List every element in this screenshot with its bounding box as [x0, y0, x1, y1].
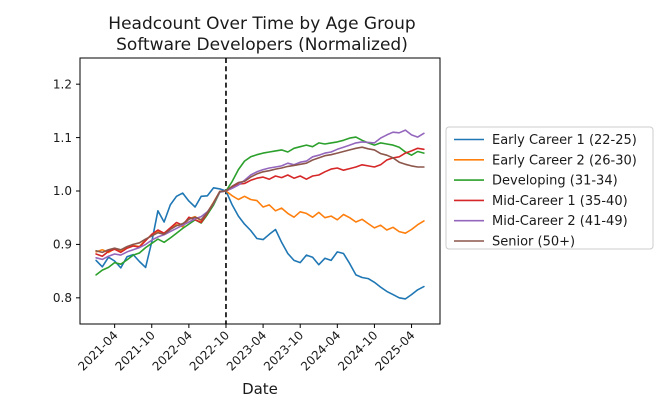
- legend-label: Mid-Career 1 (35-40): [492, 194, 628, 209]
- legend-item: Mid-Career 2 (41-49): [454, 214, 628, 229]
- legend-label: Developing (31-34): [492, 174, 618, 189]
- legend-item: Developing (31-34): [454, 174, 618, 189]
- legend-item: Mid-Career 1 (35-40): [454, 194, 628, 209]
- legend-label: Mid-Career 2 (41-49): [492, 214, 628, 229]
- legend-label: Early Career 2 (26-30): [492, 153, 637, 168]
- legend-item: Early Career 2 (26-30): [454, 153, 637, 168]
- series-line-early-career-1-22-25: [95, 187, 425, 300]
- legend-label: Early Career 1 (22-25): [492, 133, 637, 148]
- y-tick-label: 1.1: [53, 131, 72, 145]
- y-tick-label: 0.9: [53, 238, 72, 252]
- chart-title: Headcount Over Time by Age Group: [108, 14, 415, 34]
- chart-subtitle: Software Developers (Normalized): [116, 35, 408, 55]
- legend-label: Senior (50+): [492, 235, 575, 250]
- series-line-senior-50: [95, 146, 425, 254]
- series-line-mid-career-2-41-49: [95, 129, 425, 261]
- y-tick-label: 0.8: [53, 291, 72, 305]
- legend-item: Senior (50+): [454, 235, 575, 250]
- y-tick-label: 1.2: [53, 77, 72, 91]
- x-axis-label: Date: [242, 380, 278, 398]
- legend-item: Early Career 1 (22-25): [454, 133, 637, 148]
- series-line-mid-career-1-35-40: [95, 147, 425, 258]
- y-tick-label: 1.0: [53, 184, 72, 198]
- legend-box: [445, 126, 654, 250]
